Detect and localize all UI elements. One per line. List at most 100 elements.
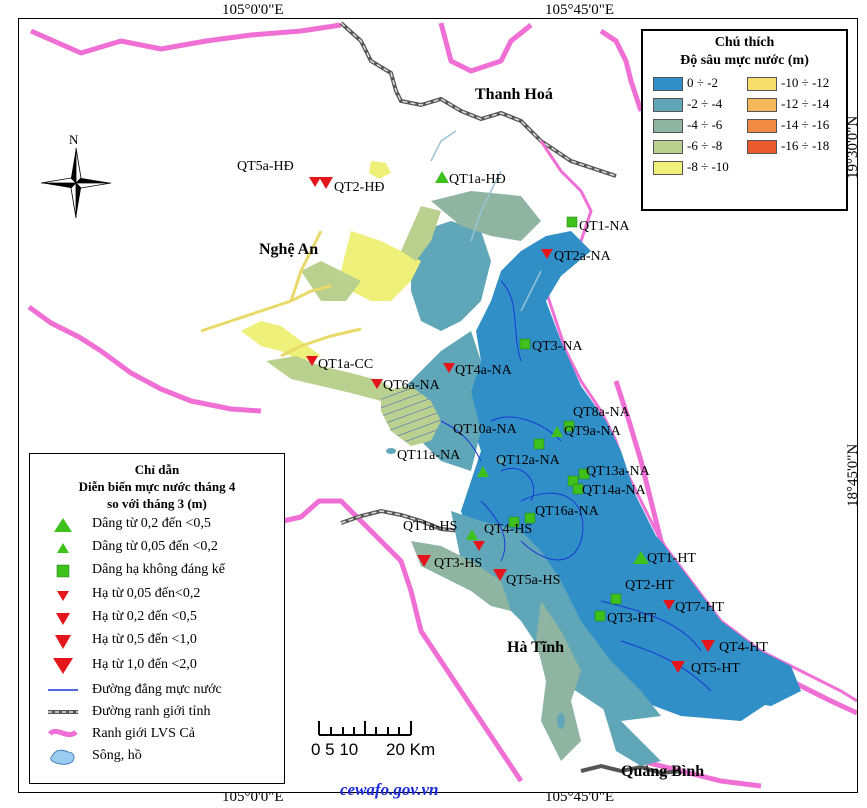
aquifer-zones bbox=[241, 161, 801, 766]
well-label-qt2-ht: QT2-HT bbox=[625, 578, 674, 593]
depth-label-3: -6 ÷ -8 bbox=[687, 138, 723, 153]
well-label-qt12a-na: QT12a-NA bbox=[496, 453, 560, 468]
well-label-qt1a-hd: QT1a-HĐ bbox=[449, 172, 506, 187]
depth-swatch-0 bbox=[653, 77, 683, 91]
well-label-qt1a-hs: QT1a-HS bbox=[403, 519, 458, 534]
depth-label-2: -4 ÷ -6 bbox=[687, 117, 723, 132]
guide-item-4: Hạ từ 0,2 đến <0,5 bbox=[92, 609, 197, 624]
guide-item-5: Hạ từ 0,5 đến <1,0 bbox=[92, 632, 197, 647]
triangle-up-small-icon bbox=[57, 543, 69, 553]
coastline bbox=[539, 140, 857, 703]
triangle-down-small-icon bbox=[57, 591, 69, 601]
well-marker-qt2-ht bbox=[610, 593, 622, 605]
well-label-qt6a-na: QT6a-NA bbox=[383, 378, 440, 393]
well-label-qt14a-na: QT14a-NA bbox=[582, 483, 646, 498]
well-marker-qt2a-na bbox=[541, 249, 553, 259]
guide-item-6: Hạ từ 1,0 đến <2,0 bbox=[92, 657, 197, 672]
well-marker-qt3-ht bbox=[594, 610, 606, 622]
well-label-qt8a-na: QT8a-NA bbox=[573, 405, 630, 420]
well-marker-qt5a-hs bbox=[493, 569, 507, 581]
well-marker-qt1-ht bbox=[633, 551, 649, 564]
well-label-qt5a-hd: QT5a-HĐ bbox=[237, 159, 294, 174]
well-label-qt9a-na: QT9a-NA bbox=[564, 424, 621, 439]
guide-legend-subtitle-2: so với tháng 3 (m) bbox=[107, 496, 207, 511]
depth-swatch-7 bbox=[747, 119, 777, 133]
depth-label-7: -14 ÷ -16 bbox=[781, 117, 830, 132]
place-nghe-an: Nghệ An bbox=[259, 241, 319, 258]
depth-swatch-8 bbox=[747, 140, 777, 154]
well-marker-qt5-ht bbox=[671, 661, 685, 673]
depth-swatch-5 bbox=[747, 77, 777, 91]
well-label-qt3-na: QT3-NA bbox=[532, 339, 583, 354]
well-marker-qt1a-hs bbox=[466, 529, 478, 540]
well-label-qt4-hs: QT4-HS bbox=[484, 522, 533, 537]
well-marker-qt3-hs bbox=[417, 555, 431, 567]
rivers bbox=[200, 230, 362, 358]
depth-legend-subtitle: Độ sâu mực nước (m) bbox=[680, 53, 809, 68]
basin-line-icon bbox=[48, 728, 78, 738]
scale-label-end: 20 Km bbox=[386, 740, 436, 759]
well-marker-qt7-ht bbox=[663, 600, 675, 610]
guide-legend: Chỉ dẫn Diễn biến mực nước tháng 4 so vớ… bbox=[29, 453, 285, 784]
well-marker-qt4a-na bbox=[443, 363, 455, 373]
well-marker-qt6a-na bbox=[371, 379, 383, 389]
depth-label-0: 0 ÷ -2 bbox=[687, 75, 718, 90]
well-marker-qt1a-cc bbox=[306, 356, 318, 366]
place-ha-tinh: Hà Tĩnh bbox=[507, 639, 565, 656]
well-marker-qt3b-hs bbox=[473, 541, 485, 551]
well-label-qt4a-na: QT4a-NA bbox=[455, 363, 512, 378]
well-marker-qt4-ht bbox=[701, 640, 715, 652]
guide-item-8: Đường ranh giới tỉnh bbox=[92, 704, 211, 719]
well-marker-qt2-hd bbox=[319, 177, 333, 189]
guide-item-9: Ranh giới LVS Cả bbox=[92, 726, 195, 741]
well-marker-qt1a-hd bbox=[435, 171, 449, 183]
lake-icon bbox=[50, 749, 75, 765]
depth-swatch-4 bbox=[653, 161, 683, 175]
guide-legend-symbols bbox=[48, 518, 78, 765]
latitude-label-bottom: 18°45'0"N bbox=[845, 443, 858, 507]
longitude-label-bottom-right: 105°45'0"E bbox=[545, 789, 614, 805]
well-label-qt7-ht: QT7-HT bbox=[675, 600, 724, 615]
longitude-label-top-left: 105°0'0"E bbox=[222, 2, 284, 18]
guide-legend-subtitle-1: Diễn biến mực nước tháng 4 bbox=[78, 479, 236, 494]
north-arrow-icon bbox=[40, 147, 112, 219]
well-label-qt2a-na: QT2a-NA bbox=[554, 249, 611, 264]
triangle-up-large-icon bbox=[54, 518, 72, 532]
guide-item-7: Đường đẳng mực nước bbox=[92, 682, 222, 697]
well-marker-qt9a-na bbox=[551, 426, 563, 437]
depth-label-1: -2 ÷ -4 bbox=[687, 96, 723, 111]
well-label-qt13a-na: QT13a-NA bbox=[586, 464, 650, 479]
map-frame: 19°30'0"N 18°45'0"N N Thanh Hoá Nghệ An … bbox=[18, 18, 858, 793]
depth-legend: Chú thích Độ sâu mực nước (m) 0 ÷ -2 -2 … bbox=[641, 29, 848, 211]
well-label-qt1a-cc: QT1a-CC bbox=[318, 357, 374, 372]
website-link[interactable]: cewafo.gov.vn bbox=[340, 780, 439, 799]
triangle-down-xlarge-icon bbox=[53, 658, 73, 674]
well-marker-qt3-na bbox=[519, 338, 531, 350]
well-marker-qt13a-na bbox=[578, 468, 590, 480]
well-marker-qt1-na bbox=[566, 216, 578, 228]
depth-swatch-6 bbox=[747, 98, 777, 112]
depth-label-6: -12 ÷ -14 bbox=[781, 96, 830, 111]
well-marker-qt8a-na bbox=[563, 420, 575, 432]
depth-legend-title: Chú thích bbox=[714, 35, 775, 50]
well-marker-qt11a-na bbox=[477, 466, 489, 477]
well-label-qt16a-na: QT16a-NA bbox=[535, 504, 599, 519]
triangle-down-medium-icon bbox=[56, 613, 70, 625]
well-label-qt2-hd: QT2-HĐ bbox=[334, 180, 385, 195]
triangle-down-large-icon bbox=[55, 635, 71, 649]
well-marker-qt14a-na bbox=[572, 483, 584, 495]
guide-item-2: Dâng hạ không đáng kể bbox=[92, 562, 225, 577]
guide-item-0: Dâng từ 0,2 đến <0,5 bbox=[92, 516, 211, 531]
well-label-qt1-na: QT1-NA bbox=[579, 219, 630, 234]
guide-item-3: Hạ từ 0,05 đến<0,2 bbox=[92, 586, 201, 601]
map-canvas bbox=[27, 21, 857, 789]
well-label-qt1-ht: QT1-HT bbox=[647, 551, 696, 566]
well-label-qt10a-na: QT10a-NA bbox=[453, 422, 517, 437]
small-streams bbox=[430, 130, 542, 312]
well-label-qt5a-hs: QT5a-HS bbox=[506, 573, 561, 588]
square-icon bbox=[56, 564, 70, 578]
well-marker-qt5a-hd bbox=[309, 177, 321, 187]
well-label-qt3-ht: QT3-HT bbox=[607, 611, 656, 626]
north-letter: N bbox=[69, 132, 79, 147]
lakes bbox=[386, 288, 565, 729]
